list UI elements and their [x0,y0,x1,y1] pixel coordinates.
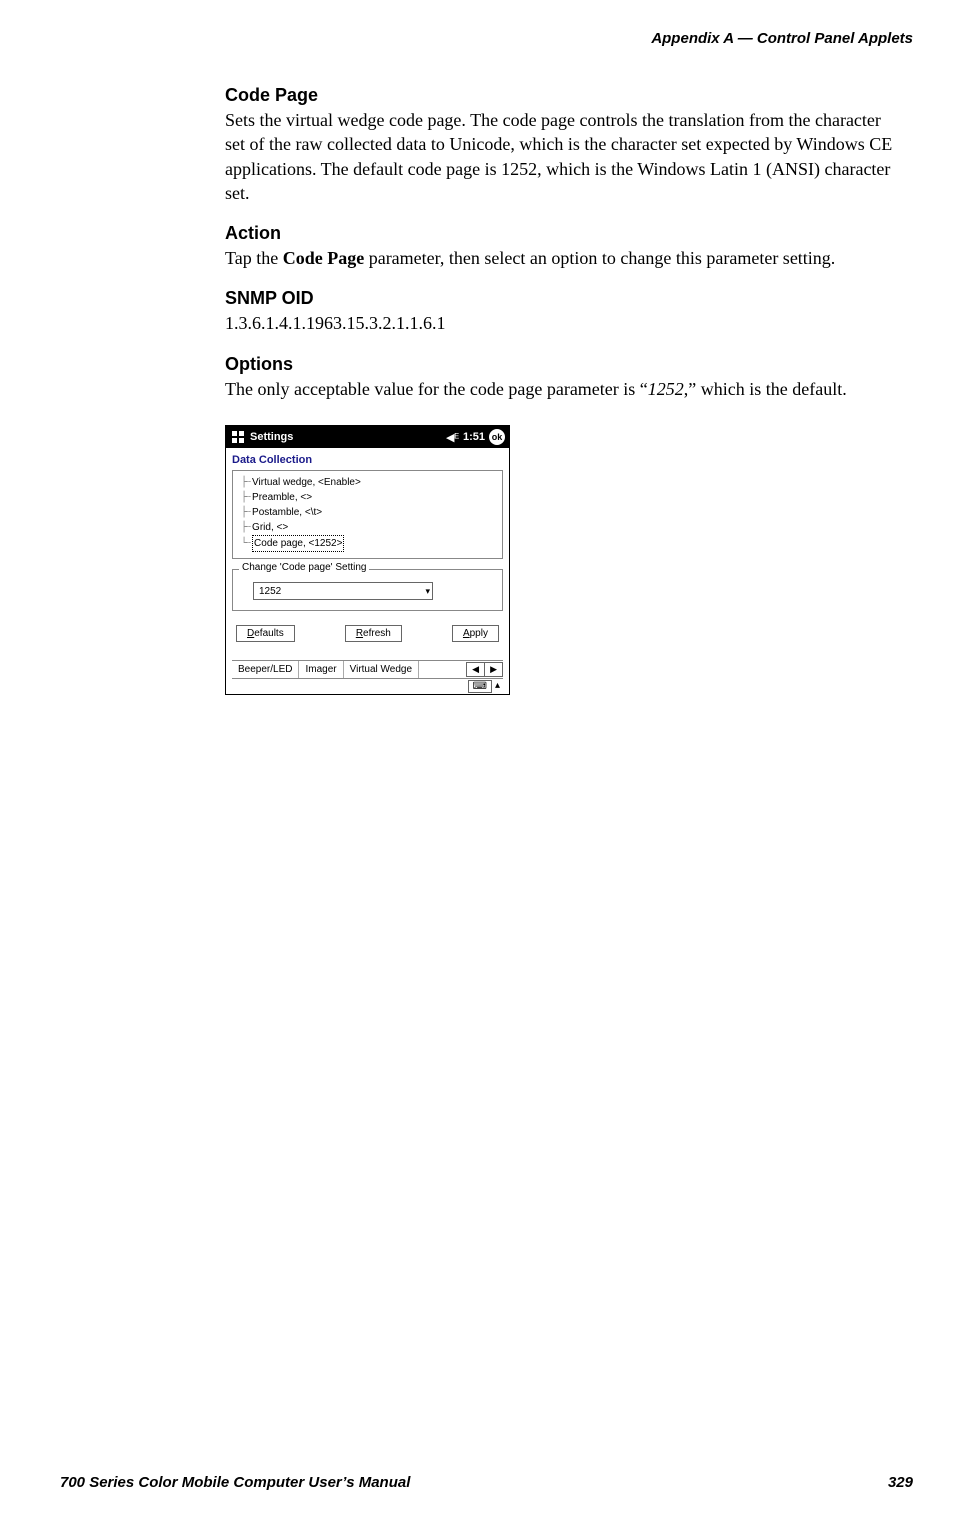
tab-beeper-led[interactable]: Beeper/LED [232,661,299,678]
tree-item[interactable]: ├┄Postamble, <\t> [237,505,498,520]
titlebar-title: Settings [250,431,442,443]
chevron-down-icon: ▾ [425,586,430,597]
body-options-post: ,” which is the default. [684,379,847,399]
titlebar: Settings ◀ᴱ 1:51 ok [226,426,509,448]
keyboard-icon[interactable]: ⌨ [468,680,492,693]
screenshot-body: Data Collection ├┄Virtual wedge, <Enable… [226,448,509,694]
apply-rest: pply [470,628,488,639]
heading-snmp-oid: SNMP OID [225,288,905,309]
apply-ul: A [463,628,470,639]
start-icon[interactable] [230,429,246,445]
sip-up-icon[interactable]: ▴ [495,680,500,693]
body-options-pre: The only acceptable value for the code p… [225,379,648,399]
body-options: The only acceptable value for the code p… [225,377,905,401]
body-code-page: Sets the virtual wedge code page. The co… [225,108,905,205]
body-action-post: parameter, then select an option to chan… [364,248,835,268]
tree-branch-icon: ├┄ [241,490,249,505]
tree-branch-icon: ├┄ [241,520,249,535]
sip-bar: ⌨ ▴ [232,678,503,694]
button-row: Defaults Refresh Apply [232,625,503,642]
tab-imager[interactable]: Imager [299,661,343,678]
body-snmp-oid: 1.3.6.1.4.1.1963.15.3.2.1.1.6.1 [225,311,905,335]
tab-bar: Beeper/LEDImagerVirtual Wedge ◀ ▶ [232,660,503,678]
tree-item-label: Postamble, <\t> [252,505,322,520]
tree-branch-icon: ├┄ [241,505,249,520]
ok-button[interactable]: ok [489,429,505,445]
footer-page-number: 329 [888,1474,913,1491]
speaker-icon[interactable]: ◀ᴱ [446,431,459,444]
titlebar-time: 1:51 [463,431,485,443]
tree-item[interactable]: ├┄Virtual wedge, <Enable> [237,475,498,490]
tree-branch-icon: └┄ [241,536,249,551]
apply-button[interactable]: Apply [452,625,499,642]
page-footer: 700 Series Color Mobile Computer User’s … [60,1474,913,1491]
tab-virtual-wedge[interactable]: Virtual Wedge [344,661,419,678]
fieldset-legend: Change 'Code page' Setting [239,562,369,573]
heading-action: Action [225,223,905,244]
tree-item-label: Code page, <1252> [252,535,344,552]
tree-item-label: Preamble, <> [252,490,312,505]
code-page-dropdown[interactable]: 1252 ▾ [253,582,433,600]
tree-item[interactable]: ├┄Grid, <> [237,520,498,535]
tree-view[interactable]: ├┄Virtual wedge, <Enable>├┄Preamble, <>├… [232,470,503,559]
page-title: Data Collection [232,452,503,470]
tab-right-icon[interactable]: ▶ [485,663,502,676]
body-action-bold: Code Page [283,248,364,268]
tree-item[interactable]: ├┄Preamble, <> [237,490,498,505]
body-action: Tap the Code Page parameter, then select… [225,246,905,270]
page-header: Appendix A — Control Panel Applets [651,30,913,47]
refresh-rest: efresh [363,628,391,639]
content: Code Page Sets the virtual wedge code pa… [225,85,905,695]
defaults-rest: efaults [254,628,283,639]
defaults-button[interactable]: Defaults [236,625,295,642]
heading-code-page: Code Page [225,85,905,106]
tree-item[interactable]: └┄Code page, <1252> [237,535,498,552]
heading-options: Options [225,354,905,375]
screenshot-settings: Settings ◀ᴱ 1:51 ok Data Collection ├┄Vi… [225,425,510,695]
tree-item-label: Virtual wedge, <Enable> [252,475,361,490]
tree-item-label: Grid, <> [252,520,288,535]
dropdown-value: 1252 [259,586,281,597]
refresh-ul: R [356,628,363,639]
body-options-italic: 1252 [648,379,684,399]
tab-scroll-arrows[interactable]: ◀ ▶ [466,662,503,677]
tab-left-icon[interactable]: ◀ [467,663,485,676]
body-action-pre: Tap the [225,248,283,268]
tree-branch-icon: ├┄ [241,475,249,490]
refresh-button[interactable]: Refresh [345,625,402,642]
footer-title: 700 Series Color Mobile Computer User’s … [60,1474,410,1491]
change-setting-fieldset: Change 'Code page' Setting 1252 ▾ [232,569,503,611]
